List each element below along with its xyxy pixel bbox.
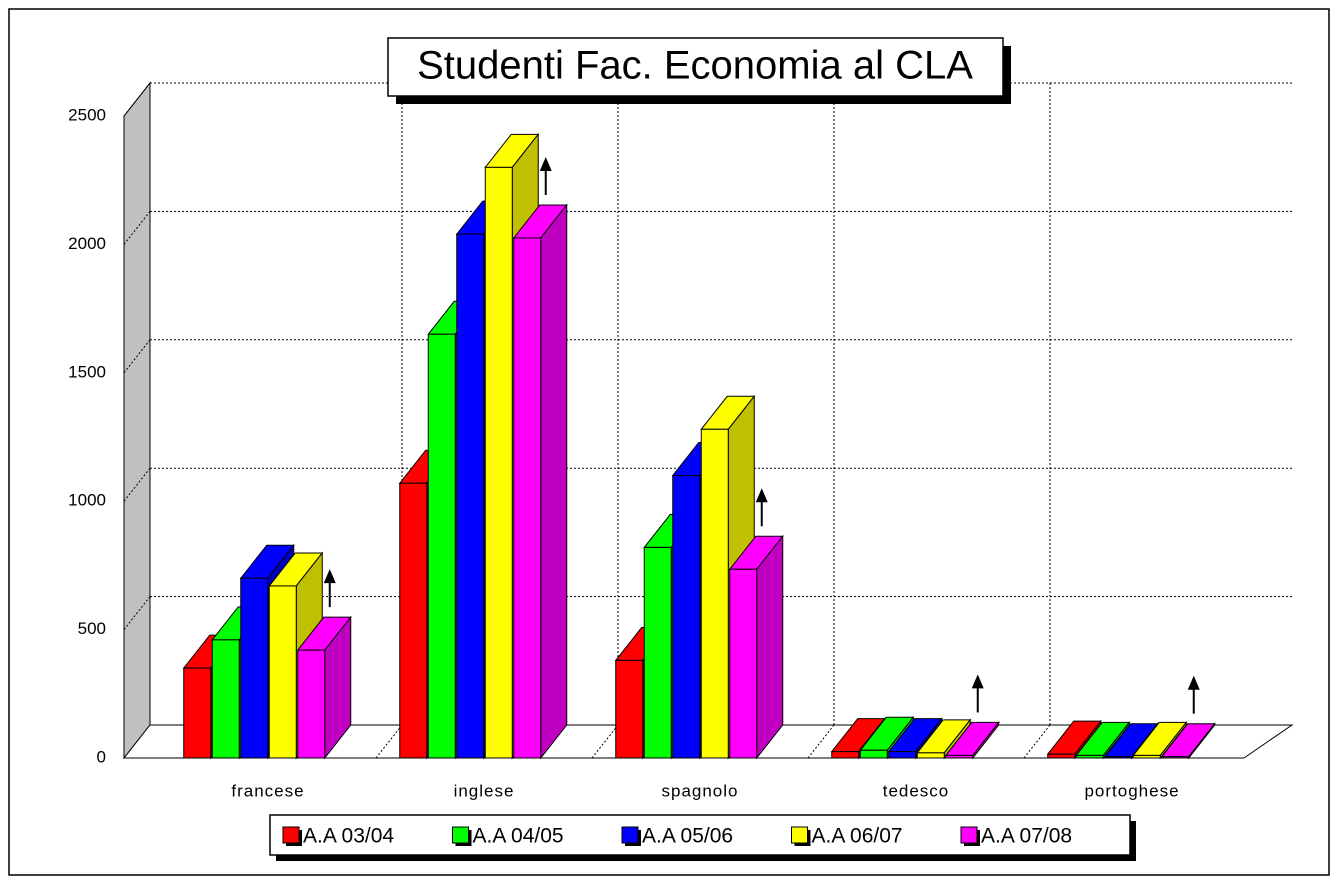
grid-line-wall (123, 596, 151, 630)
y-tick-label: 2500 (68, 105, 106, 124)
bar (700, 428, 729, 759)
x-tick-label: tedesco (883, 781, 950, 800)
legend-label: A.A 04/05 (473, 825, 564, 848)
arrow-icon-head (755, 488, 768, 503)
legend-swatch (960, 826, 978, 844)
x-tick-label: inglese (454, 781, 515, 800)
plot-area: 0 500 1000 1500 2000 2500 francese inglese spagn… (68, 81, 1294, 800)
bar (1104, 756, 1133, 759)
bar (916, 752, 945, 759)
legend-label: A.A 07/08 (981, 825, 1072, 848)
grid-line-wall (123, 82, 151, 117)
legend-label: A.A 03/04 (303, 825, 394, 848)
bar (888, 751, 917, 759)
x-tick-label: portoghese (1084, 781, 1179, 800)
arrow-icon-head (539, 156, 552, 171)
y-tick-label: 2000 (68, 234, 106, 253)
arrow-icon-head (1187, 675, 1200, 690)
legend-swatch (621, 826, 639, 844)
bar (615, 659, 644, 759)
bar (427, 333, 456, 759)
bar (456, 233, 485, 759)
bar (1161, 756, 1190, 759)
y-tick-label: 1500 (68, 362, 106, 381)
bar-side (756, 534, 784, 760)
grid-line-wall (123, 339, 151, 374)
bar (831, 751, 860, 759)
bar (672, 475, 701, 759)
bar (859, 749, 888, 759)
grid-line-floor (1023, 724, 1051, 759)
bar (1047, 753, 1076, 759)
bar (399, 482, 428, 759)
x-tick-label: spagnolo (661, 781, 738, 800)
bar (268, 585, 297, 759)
legend: A.A 03/04 A.A 04/05 A.A 05/06 A.A 06/07 A.A … (282, 825, 1072, 848)
y-tick-label: 0 (97, 747, 106, 766)
bar (211, 639, 240, 759)
chart-title: Studenti Fac. Economia al CLA (417, 44, 973, 88)
grid-line-floor (375, 724, 403, 759)
grid-line-wall (123, 211, 151, 245)
bar (513, 237, 542, 759)
bar (729, 568, 758, 759)
bar (297, 649, 326, 759)
bar (643, 546, 672, 759)
grid-line-floor (807, 724, 835, 759)
y-tick-label: 500 (78, 619, 106, 638)
title-box (387, 37, 1004, 97)
bar (484, 166, 513, 759)
bar (945, 754, 974, 759)
arrow-icon-head (323, 569, 336, 584)
bar (1132, 754, 1161, 759)
legend-label: A.A 05/06 (642, 825, 733, 848)
bar (240, 577, 269, 759)
bar (1075, 754, 1104, 759)
legend-swatch (452, 826, 469, 844)
bar-side (540, 203, 568, 760)
grid-line-floor (591, 724, 619, 759)
left-wall (123, 81, 151, 760)
grid-line-wall (123, 467, 151, 502)
legend-box (269, 814, 1131, 856)
y-tick-label: 1000 (68, 491, 106, 510)
bar (183, 667, 212, 759)
x-tick-label: francese (231, 781, 304, 800)
arrow-icon-head (971, 674, 984, 689)
legend-swatch (791, 826, 808, 844)
legend-swatch (282, 826, 300, 844)
legend-label: A.A 06/07 (812, 825, 903, 848)
